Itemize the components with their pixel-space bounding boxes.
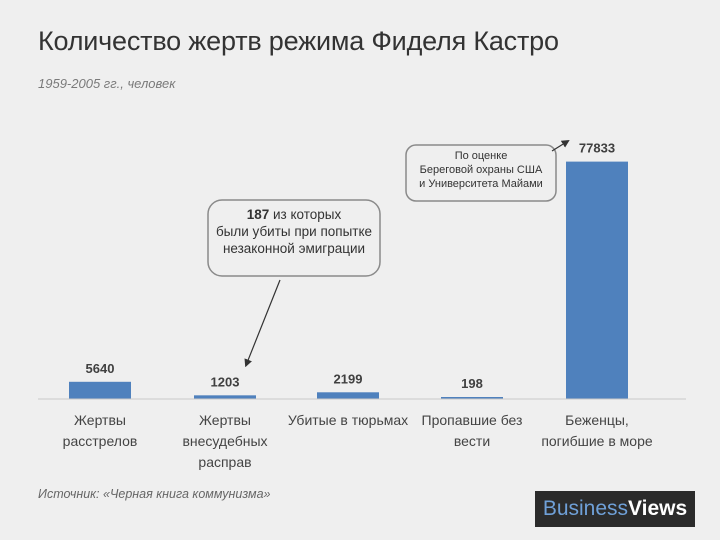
bar-0 (69, 381, 131, 399)
logo-views-text: Views (628, 497, 688, 520)
data-label-1: 1203 (211, 374, 240, 389)
source-note: Источник: «Черная книга коммунизма» (38, 487, 271, 501)
logo-business-text: Business (542, 497, 629, 520)
bar-3 (441, 397, 503, 399)
category-label-3: Пропавшие без вести (422, 412, 523, 449)
data-label-3: 198 (461, 376, 483, 391)
bar-1 (194, 395, 256, 399)
annotation-box-coast-guard (405, 144, 557, 202)
chart-subtitle: 1959-2005 гг., человек (38, 76, 176, 91)
category-label-1: Жертвы внесудебных расправ (182, 412, 267, 470)
bar-chart: 5640 1203 2199 198 77833 Жертвы расстрелов Жерт… (38, 139, 686, 470)
chart-title: Количество жертв режима Фиделя Кастро (38, 26, 559, 56)
category-label-4: Беженцы, погибшие в море (541, 412, 653, 449)
category-label-0: Жертвы расстрелов (63, 412, 138, 449)
annotation-box-emigration (207, 199, 381, 277)
annotation-arrow-emigration (244, 279, 281, 368)
category-label-2: Убитые в тюрьмах (288, 412, 408, 428)
data-label-2: 2199 (334, 371, 363, 386)
annotation-text-emigration: 187 из которых были убиты при попытке неза… (216, 207, 372, 256)
bar-2 (317, 392, 379, 399)
annotation-arrow-coast-guard (551, 139, 570, 152)
data-label-0: 5640 (86, 361, 115, 376)
annotation-text-coast-guard: По оценке Береговой охраны США и Университ… (419, 150, 543, 190)
businessviews-logo: Business Views (535, 491, 695, 527)
bar-4 (566, 161, 628, 399)
data-label-4: 77833 (579, 141, 615, 156)
